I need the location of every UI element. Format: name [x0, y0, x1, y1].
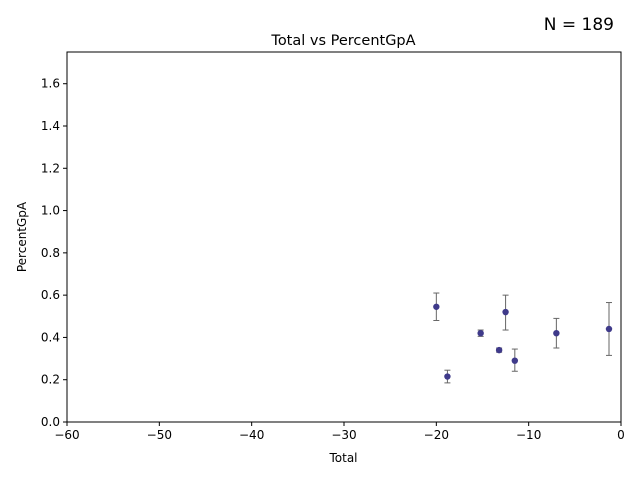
- data-point: [433, 303, 440, 310]
- plot-area-frame: [66, 51, 622, 423]
- ticks-layer: −60 −50 −40 −30 −20 −10 0 0.0 0.2 0.4 0.6 0.8 1.0 1.2…: [41, 77, 625, 442]
- x-tick-label: −10: [516, 428, 541, 442]
- x-tick-label: −60: [54, 428, 79, 442]
- points-layer: [433, 303, 613, 380]
- y-tick-label: 1.2: [41, 161, 60, 175]
- y-tick-label: 1.6: [41, 77, 60, 91]
- y-tick-label: 0.6: [41, 288, 60, 302]
- y-tick-label: 0.8: [41, 246, 60, 260]
- x-axis-label: Total: [328, 451, 357, 465]
- x-tick-label: −20: [424, 428, 449, 442]
- y-tick-label: 0.4: [41, 330, 60, 344]
- data-point: [495, 346, 503, 354]
- data-point: [553, 330, 560, 337]
- x-tick-label: −40: [239, 428, 264, 442]
- y-tick-label: 1.0: [41, 204, 60, 218]
- y-axis-label: PercentGpA: [15, 201, 29, 272]
- x-tick-label: −30: [331, 428, 356, 442]
- data-point: [511, 357, 519, 364]
- data-point: [502, 308, 509, 316]
- x-tick-label: 0: [617, 428, 625, 442]
- chart-title: Total vs PercentGpA: [270, 33, 415, 49]
- x-tick-label: −50: [147, 428, 172, 442]
- y-tick-label: 0.0: [41, 415, 60, 429]
- y-tick-label: 1.4: [41, 119, 60, 133]
- data-point: [444, 373, 451, 380]
- sample-size-annotation: N = 189: [544, 15, 614, 35]
- data-point: [477, 330, 484, 337]
- y-tick-label: 0.2: [41, 373, 60, 387]
- data-point: [605, 325, 613, 333]
